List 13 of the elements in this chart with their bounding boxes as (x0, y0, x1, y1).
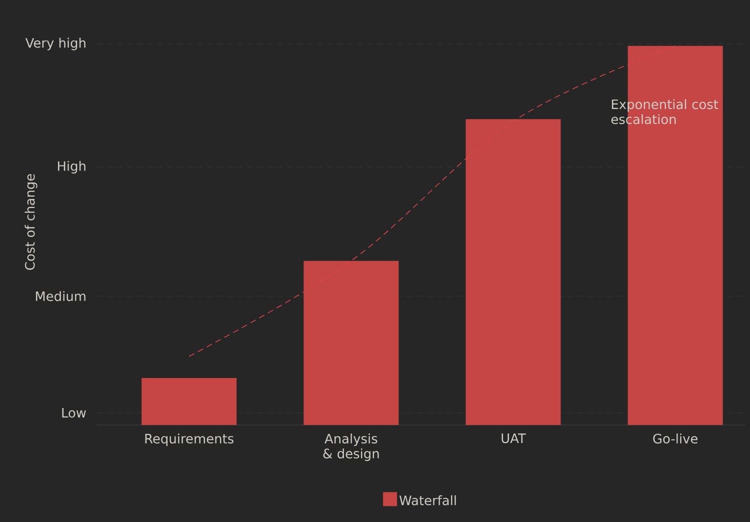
bar (466, 119, 561, 425)
bar (304, 260, 399, 425)
x-tick-label: Analysis & design (323, 434, 379, 461)
x-tick-label: Go-live (653, 434, 698, 444)
x-tick-label: Requirements (145, 434, 234, 446)
ref-line-label: Low (62, 408, 86, 418)
legend-label: Waterfall (399, 495, 456, 506)
ref-line-label: High (58, 160, 86, 174)
x-tick-label: UAT (502, 434, 526, 444)
bar (142, 378, 237, 425)
y-axis-title: Cost of change (24, 174, 38, 270)
ref-line-label: Medium (36, 291, 86, 302)
ref-line-label: Very high (25, 38, 86, 50)
